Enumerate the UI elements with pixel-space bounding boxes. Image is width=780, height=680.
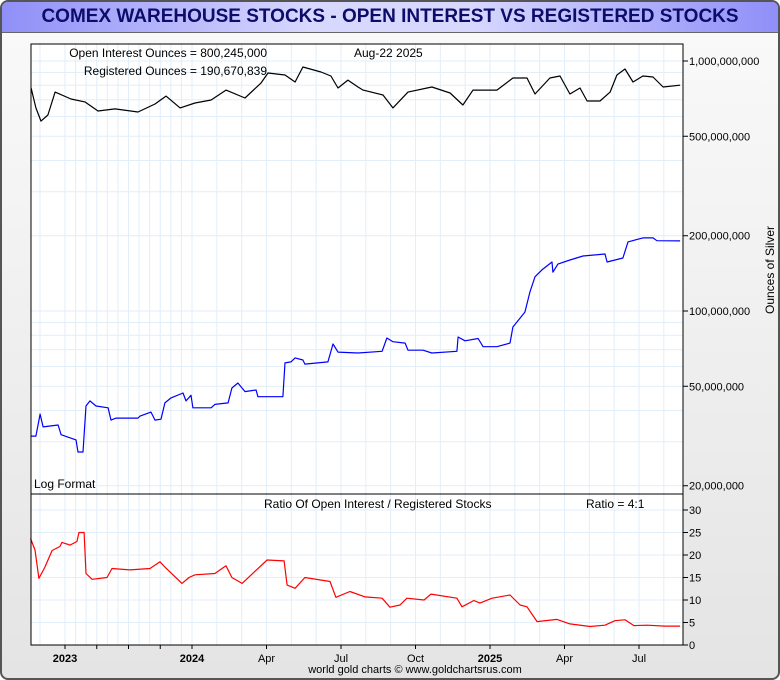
y-tick-label: 50,000,000 [689,381,744,393]
x-tick-label: Apr [258,653,275,665]
ratio-tick-label: 0 [689,640,695,652]
ratio-tick-label: 15 [689,573,701,585]
ratio-panel-title: Ratio Of Open Interest / Registered Stoc… [264,497,491,511]
plot-background [31,44,683,645]
x-tick-label: 2023 [53,653,77,665]
y-tick-label: 200,000,000 [689,231,750,243]
y-tick-label: 500,000,000 [689,131,750,143]
ratio-readout: Ratio = 4:1 [586,497,645,511]
open-interest-line [30,66,681,122]
y-tick-label: 1,000,000,000 [689,56,759,68]
registered-readout: Registered Ounces = 190,670,839 [84,64,267,78]
chart-title: COMEX WAREHOUSE STOCKS - OPEN INTEREST V… [2,2,778,33]
ratio-tick-label: 5 [689,618,695,630]
x-tick-label: Apr [556,653,573,665]
ratio-tick-label: 30 [689,505,701,517]
y-axis-label: Ounces of Silver [763,226,777,314]
log-format-label: Log Format [34,477,96,491]
registered-stocks-line [31,237,681,453]
y-tick-label: 100,000,000 [689,306,750,318]
date-readout: Aug-22 2025 [354,46,423,60]
x-tick-label: 2025 [478,653,502,665]
ratio-tick-label: 20 [689,550,701,562]
ratio-tick-label: 10 [689,595,701,607]
ratio-line [29,531,681,628]
x-tick-label: 2024 [180,653,205,665]
x-tick-label: Jul [334,653,348,665]
x-tick-label: Jul [632,653,646,665]
credit-text: world gold charts © www.goldchartsrus.co… [307,664,522,676]
x-tick-label: Oct [407,653,424,665]
y-tick-label: 20,000,000 [689,481,744,493]
plot-border [30,43,684,646]
open-interest-readout: Open Interest Ounces = 800,245,000 [69,46,267,60]
ratio-tick-label: 25 [689,528,701,540]
